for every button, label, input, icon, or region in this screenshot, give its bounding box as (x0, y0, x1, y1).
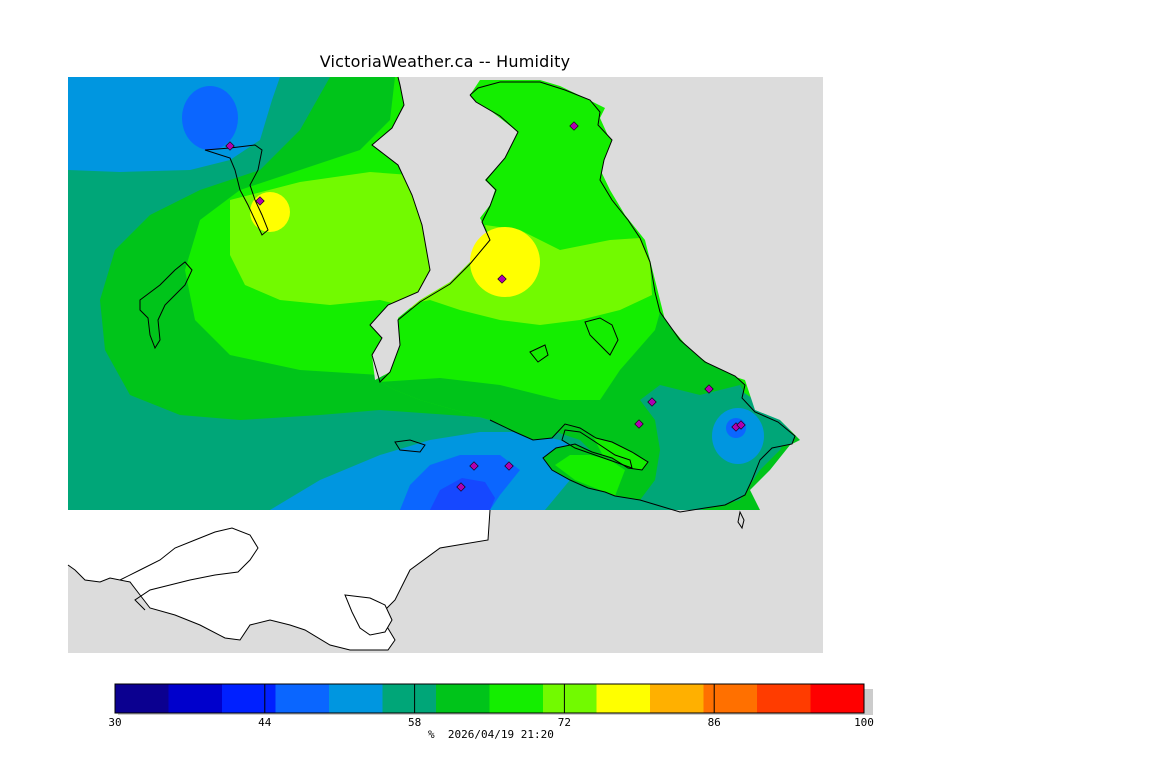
island-outline (344, 594, 393, 636)
station-marker (469, 461, 479, 471)
colorbar-bin (115, 684, 169, 713)
olympic-coast-outline (67, 509, 491, 651)
station-marker (504, 461, 514, 471)
colorbar (114, 683, 873, 715)
colorbar-bin (329, 684, 383, 713)
colorbar-bin (382, 684, 437, 713)
colorbar-bin (810, 684, 865, 713)
colorbar-tick-label: 30 (108, 716, 122, 729)
colorbar-tick-label: 72 (557, 716, 572, 729)
colorbar-tick-label: 86 (707, 716, 721, 729)
colorbar-bin (703, 684, 758, 713)
colorbar-tick-label: 58 (407, 716, 422, 729)
colorbar-bin (650, 684, 704, 713)
station-markers (225, 121, 746, 492)
gray-west-water (370, 77, 823, 510)
station-marker (736, 420, 746, 430)
station-marker (634, 419, 644, 429)
colorbar-bin (757, 684, 811, 713)
water-area-south (68, 510, 490, 650)
colorbar-bin (275, 684, 330, 713)
peninsula-outline (119, 527, 259, 611)
colorbar-bin (489, 684, 544, 713)
colorbar-caption: % 2026/04/19 21:20 (428, 728, 554, 741)
station-marker (647, 397, 657, 407)
station-marker (456, 482, 466, 492)
station-marker (569, 121, 579, 131)
colorbar-tick-label: 100 (854, 716, 874, 729)
colorbar-tick-label: 44 (258, 716, 272, 729)
station-marker (704, 384, 714, 394)
coastlines (139, 76, 796, 530)
map-title: VictoriaWeather.ca -- Humidity (319, 52, 571, 71)
colorbar-bin (222, 684, 276, 713)
colorbar-bin (543, 684, 597, 713)
station-marker (225, 141, 235, 151)
colorbar-unit: % (428, 728, 435, 741)
colorbar-bin (596, 684, 651, 713)
colorbar-bin (436, 684, 490, 713)
colorbar-timestamp: 2026/04/19 21:20 (447, 728, 554, 741)
colorbar-bin (168, 684, 223, 713)
station-marker (497, 274, 507, 284)
station-marker (255, 196, 265, 206)
